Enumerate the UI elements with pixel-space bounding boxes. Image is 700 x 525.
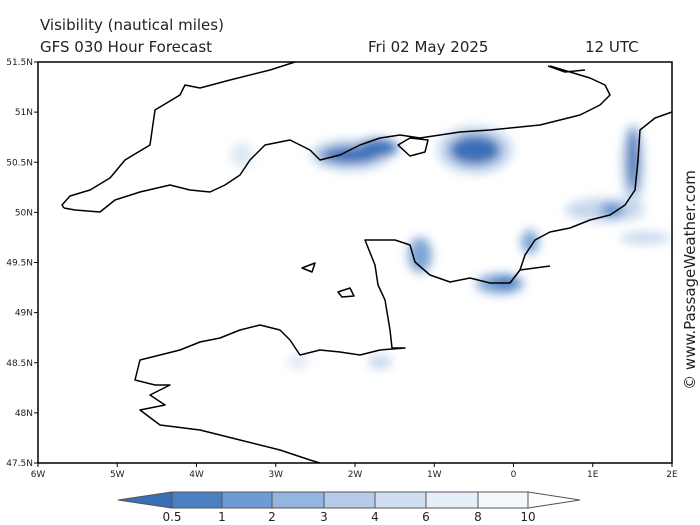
colorbar-box xyxy=(221,491,273,509)
colorbar-box xyxy=(271,491,325,509)
colorbar-label: 10 xyxy=(520,510,535,524)
lon-label: 2W xyxy=(348,470,363,480)
lat-label: 47.5N xyxy=(6,459,33,469)
colorbar-low xyxy=(117,491,173,509)
lat-label: 50.5N xyxy=(6,158,33,168)
lon-label: 0 xyxy=(511,470,517,480)
lat-label: 50N xyxy=(15,208,33,218)
lat-label: 51.5N xyxy=(6,58,33,68)
lat-label: 49.5N xyxy=(6,259,33,269)
colorbar-label: 6 xyxy=(422,510,430,524)
coastlines xyxy=(61,61,673,464)
colorbar-label: 8 xyxy=(474,510,482,524)
lat-label: 48.5N xyxy=(6,359,33,369)
map-frame xyxy=(37,61,673,464)
colorbar-label: 0.5 xyxy=(162,510,181,524)
colorbar-label: 3 xyxy=(320,510,328,524)
time: 12 UTC xyxy=(585,38,639,56)
colorbar-box xyxy=(374,491,427,509)
colorbar-label: 2 xyxy=(268,510,276,524)
colorbar-box xyxy=(425,491,479,509)
colorbar-label: 1 xyxy=(218,510,226,524)
lat-label: 49N xyxy=(15,309,33,319)
subtitle: GFS 030 Hour Forecast xyxy=(40,38,212,56)
lon-label: 2E xyxy=(666,470,678,480)
colorbar-label: 4 xyxy=(371,510,379,524)
lon-label: 6W xyxy=(31,470,46,480)
credit: © www.PassageWeather.com xyxy=(681,170,699,390)
lon-label: 1E xyxy=(587,470,599,480)
lon-label: 1W xyxy=(427,470,442,480)
colorbar-box xyxy=(171,491,223,509)
lon-label: 4W xyxy=(189,470,204,480)
colorbar-box xyxy=(323,491,376,509)
lon-label: 5W xyxy=(110,470,125,480)
lat-label: 51N xyxy=(15,108,33,118)
lon-label: 3W xyxy=(268,470,283,480)
visibility-field xyxy=(231,123,670,369)
colorbar-high xyxy=(527,491,581,509)
title: Visibility (nautical miles) xyxy=(40,16,224,34)
lat-label: 48N xyxy=(15,409,33,419)
date: Fri 02 May 2025 xyxy=(368,38,488,56)
colorbar-box xyxy=(477,491,529,509)
